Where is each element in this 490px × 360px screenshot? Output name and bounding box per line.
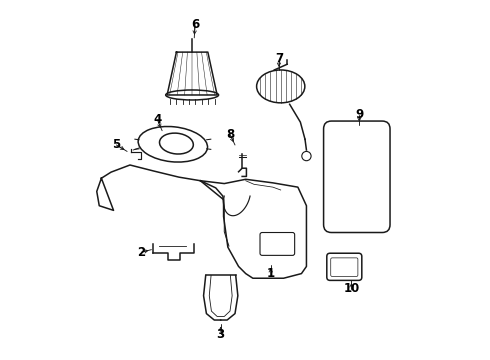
Text: 6: 6 — [191, 18, 199, 31]
Text: 2: 2 — [137, 246, 146, 258]
Text: 9: 9 — [355, 108, 364, 121]
Text: 1: 1 — [267, 267, 275, 280]
Text: 4: 4 — [153, 113, 162, 126]
Text: 8: 8 — [226, 128, 234, 141]
Text: 3: 3 — [217, 328, 225, 341]
Text: 5: 5 — [112, 139, 121, 152]
Text: 7: 7 — [275, 52, 283, 65]
Text: 10: 10 — [343, 283, 360, 296]
